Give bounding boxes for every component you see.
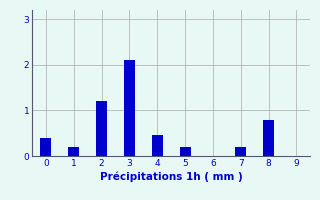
Bar (263, 119, 274, 156)
Bar (235, 147, 246, 156)
Bar (40, 138, 52, 156)
Bar (180, 147, 191, 156)
Bar (152, 135, 163, 156)
Bar (124, 60, 135, 156)
X-axis label: Précipitations 1h ( mm ): Précipitations 1h ( mm ) (100, 172, 243, 182)
Bar (96, 101, 107, 156)
Bar (68, 147, 79, 156)
